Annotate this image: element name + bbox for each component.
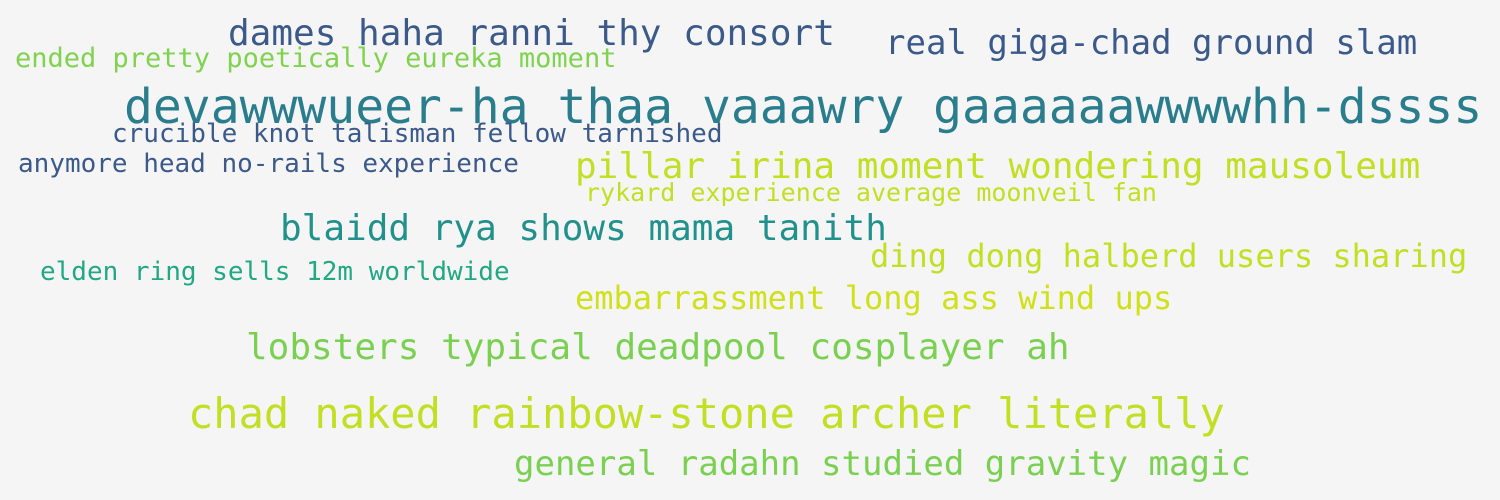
cloud-phrase: general radahn studied gravity magic (514, 444, 1251, 484)
cloud-phrase: crucible knot talisman fellow tarnished (112, 119, 723, 149)
cloud-phrase: pillar irina moment wondering mausoleum (575, 146, 1421, 187)
cloud-phrase: dames haha ranni thy consort (228, 13, 835, 54)
cloud-phrase: real giga-chad ground slam (885, 23, 1418, 63)
cloud-phrase: blaidd rya shows mama tanith (280, 208, 887, 249)
cloud-phrase: lobsters typical deadpool cosplayer ah (246, 327, 1070, 368)
cloud-phrase: anymore head no-rails experience (18, 149, 519, 179)
cloud-phrase: embarrassment long ass wind ups (575, 279, 1173, 317)
cloud-phrase: chad naked rainbow-stone archer literall… (188, 389, 1225, 438)
cloud-phrase: devawwwueer-ha thaa vaaawry gaaaaaawwwwh… (124, 79, 1483, 135)
cloud-phrase: ding dong halberd users sharing (870, 237, 1468, 275)
cloud-phrase: rykard experience average moonveil fan (585, 178, 1157, 207)
cloud-phrase: ended pretty poetically eureka moment (15, 43, 617, 74)
cloud-phrase: elden ring sells 12m worldwide (40, 257, 510, 287)
